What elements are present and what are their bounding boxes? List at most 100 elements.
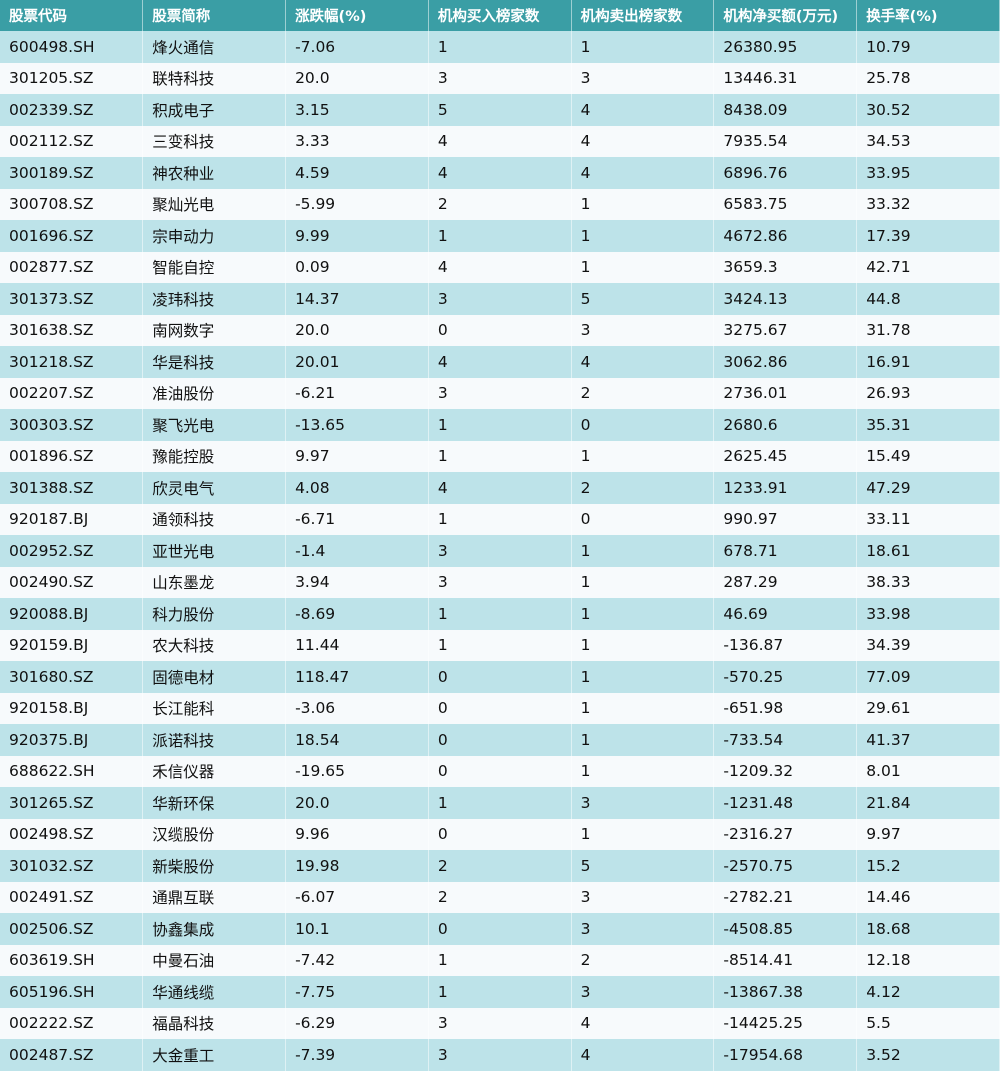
cell-stock-name: 华是科技 — [142, 346, 287, 378]
cell-stock-code: 301680.SZ — [0, 661, 144, 693]
table-row[interactable]: 920158.BJ 长江能科 -3.06 0 1 -651.98 29.61 — [0, 692, 1000, 724]
table-row[interactable]: 301373.SZ 凌玮科技 14.37 3 5 3424.13 44.8 — [0, 283, 1000, 315]
cell-stock-name: 联特科技 — [142, 62, 287, 94]
table-row[interactable]: 600498.SH 烽火通信 -7.06 1 1 26380.95 10.79 — [0, 31, 1000, 63]
cell-stock-name: 智能自控 — [142, 251, 287, 283]
cell-inst-buy-count: 1 — [428, 944, 572, 976]
cell-inst-buy-count: 0 — [428, 913, 572, 945]
cell-turnover-rate: 9.97 — [856, 818, 1000, 850]
table-row[interactable]: 002339.SZ 积成电子 3.15 5 4 8438.09 30.52 — [0, 94, 1000, 126]
cell-stock-code: 605196.SH — [0, 976, 144, 1008]
cell-stock-code: 300708.SZ — [0, 188, 144, 220]
table-row[interactable]: 002952.SZ 亚世光电 -1.4 3 1 678.71 18.61 — [0, 535, 1000, 567]
cell-inst-buy-count: 3 — [428, 377, 572, 409]
table-row[interactable]: 300189.SZ 神农种业 4.59 4 4 6896.76 33.95 — [0, 157, 1000, 189]
table-row[interactable]: 301638.SZ 南网数字 20.0 0 3 3275.67 31.78 — [0, 314, 1000, 346]
table-row[interactable]: 002207.SZ 准油股份 -6.21 3 2 2736.01 26.93 — [0, 377, 1000, 409]
table-row[interactable]: 605196.SH 华通线缆 -7.75 1 3 -13867.38 4.12 — [0, 976, 1000, 1008]
cell-turnover-rate: 15.2 — [856, 850, 1000, 882]
table-row[interactable]: 920088.BJ 科力股份 -8.69 1 1 46.69 33.98 — [0, 598, 1000, 630]
cell-inst-net-buy: 6583.75 — [713, 188, 858, 220]
cell-inst-net-buy: 8438.09 — [713, 94, 858, 126]
cell-turnover-rate: 10.79 — [856, 31, 1000, 63]
table-row[interactable]: 688622.SH 禾信仪器 -19.65 0 1 -1209.32 8.01 — [0, 755, 1000, 787]
cell-stock-code: 002506.SZ — [0, 913, 144, 945]
cell-stock-name: 通鼎互联 — [142, 881, 287, 913]
cell-inst-sell-count: 1 — [571, 220, 715, 252]
table-row[interactable]: 002506.SZ 协鑫集成 10.1 0 3 -4508.85 18.68 — [0, 913, 1000, 945]
table-row[interactable]: 920187.BJ 通领科技 -6.71 1 0 990.97 33.11 — [0, 503, 1000, 535]
cell-turnover-rate: 26.93 — [856, 377, 1000, 409]
cell-turnover-rate: 34.53 — [856, 125, 1000, 157]
cell-stock-code: 920158.BJ — [0, 692, 144, 724]
cell-inst-net-buy: -2316.27 — [713, 818, 858, 850]
cell-inst-net-buy: 3659.3 — [713, 251, 858, 283]
table-row[interactable]: 301205.SZ 联特科技 20.0 3 3 13446.31 25.78 — [0, 62, 1000, 94]
cell-inst-sell-count: 3 — [571, 62, 715, 94]
table-row[interactable]: 002491.SZ 通鼎互联 -6.07 2 3 -2782.21 14.46 — [0, 881, 1000, 913]
cell-inst-buy-count: 3 — [428, 1039, 572, 1071]
cell-inst-buy-count: 1 — [428, 220, 572, 252]
column-header-stock-name[interactable]: 股票简称 — [142, 0, 287, 31]
cell-stock-name: 豫能控股 — [142, 440, 287, 472]
cell-inst-net-buy: -4508.85 — [713, 913, 858, 945]
cell-inst-net-buy: 4672.86 — [713, 220, 858, 252]
cell-inst-sell-count: 1 — [571, 31, 715, 63]
column-header-inst-sell-count[interactable]: 机构卖出榜家数 — [571, 0, 715, 31]
table-row[interactable]: 002222.SZ 福晶科技 -6.29 3 4 -14425.25 5.5 — [0, 1007, 1000, 1039]
cell-stock-name: 烽火通信 — [142, 31, 287, 63]
cell-inst-buy-count: 1 — [428, 598, 572, 630]
column-header-inst-net-buy[interactable]: 机构净买额(万元) — [713, 0, 858, 31]
cell-stock-code: 001896.SZ — [0, 440, 144, 472]
table-row[interactable]: 300708.SZ 聚灿光电 -5.99 2 1 6583.75 33.32 — [0, 188, 1000, 220]
cell-turnover-rate: 5.5 — [856, 1007, 1000, 1039]
cell-stock-code: 301373.SZ — [0, 283, 144, 315]
column-header-inst-buy-count[interactable]: 机构买入榜家数 — [428, 0, 572, 31]
table-row[interactable]: 002877.SZ 智能自控 0.09 4 1 3659.3 42.71 — [0, 251, 1000, 283]
table-row[interactable]: 001896.SZ 豫能控股 9.97 1 1 2625.45 15.49 — [0, 440, 1000, 472]
table-row[interactable]: 603619.SH 中曼石油 -7.42 1 2 -8514.41 12.18 — [0, 944, 1000, 976]
cell-turnover-rate: 15.49 — [856, 440, 1000, 472]
cell-inst-net-buy: 7935.54 — [713, 125, 858, 157]
table-row[interactable]: 301680.SZ 固德电材 118.47 0 1 -570.25 77.09 — [0, 661, 1000, 693]
cell-stock-code: 301218.SZ — [0, 346, 144, 378]
cell-turnover-rate: 35.31 — [856, 409, 1000, 441]
cell-inst-buy-count: 2 — [428, 188, 572, 220]
table-row[interactable]: 002498.SZ 汉缆股份 9.96 0 1 -2316.27 9.97 — [0, 818, 1000, 850]
cell-turnover-rate: 3.52 — [856, 1039, 1000, 1071]
cell-inst-net-buy: 13446.31 — [713, 62, 858, 94]
cell-change-pct: 20.0 — [285, 787, 429, 819]
cell-inst-net-buy: 287.29 — [713, 566, 858, 598]
table-row[interactable]: 002490.SZ 山东墨龙 3.94 3 1 287.29 38.33 — [0, 566, 1000, 598]
table-row[interactable]: 001696.SZ 宗申动力 9.99 1 1 4672.86 17.39 — [0, 220, 1000, 252]
cell-inst-net-buy: 990.97 — [713, 503, 858, 535]
cell-inst-net-buy: -1209.32 — [713, 755, 858, 787]
cell-stock-code: 002339.SZ — [0, 94, 144, 126]
column-header-stock-code[interactable]: 股票代码 — [0, 0, 144, 31]
cell-inst-sell-count: 4 — [571, 157, 715, 189]
cell-inst-net-buy: 678.71 — [713, 535, 858, 567]
table-row[interactable]: 301265.SZ 华新环保 20.0 1 3 -1231.48 21.84 — [0, 787, 1000, 819]
table-row[interactable]: 300303.SZ 聚飞光电 -13.65 1 0 2680.6 35.31 — [0, 409, 1000, 441]
table-row[interactable]: 920375.BJ 派诺科技 18.54 0 1 -733.54 41.37 — [0, 724, 1000, 756]
cell-inst-buy-count: 0 — [428, 314, 572, 346]
table-row[interactable]: 301218.SZ 华是科技 20.01 4 4 3062.86 16.91 — [0, 346, 1000, 378]
column-header-change-pct[interactable]: 涨跌幅(%) — [285, 0, 429, 31]
table-row[interactable]: 002112.SZ 三变科技 3.33 4 4 7935.54 34.53 — [0, 125, 1000, 157]
cell-stock-name: 中曼石油 — [142, 944, 287, 976]
table-row[interactable]: 920159.BJ 农大科技 11.44 1 1 -136.87 34.39 — [0, 629, 1000, 661]
cell-inst-net-buy: 46.69 — [713, 598, 858, 630]
cell-change-pct: -7.75 — [285, 976, 429, 1008]
cell-stock-code: 301205.SZ — [0, 62, 144, 94]
cell-inst-net-buy: 2625.45 — [713, 440, 858, 472]
table-row[interactable]: 301032.SZ 新柴股份 19.98 2 5 -2570.75 15.2 — [0, 850, 1000, 882]
column-header-turnover-rate[interactable]: 换手率(%) — [856, 0, 1000, 31]
cell-change-pct: 9.96 — [285, 818, 429, 850]
cell-turnover-rate: 77.09 — [856, 661, 1000, 693]
cell-stock-code: 920159.BJ — [0, 629, 144, 661]
table-row[interactable]: 002487.SZ 大金重工 -7.39 3 4 -17954.68 3.52 — [0, 1039, 1000, 1071]
cell-inst-net-buy: -2782.21 — [713, 881, 858, 913]
cell-stock-name: 派诺科技 — [142, 724, 287, 756]
table-row[interactable]: 301388.SZ 欣灵电气 4.08 4 2 1233.91 47.29 — [0, 472, 1000, 504]
